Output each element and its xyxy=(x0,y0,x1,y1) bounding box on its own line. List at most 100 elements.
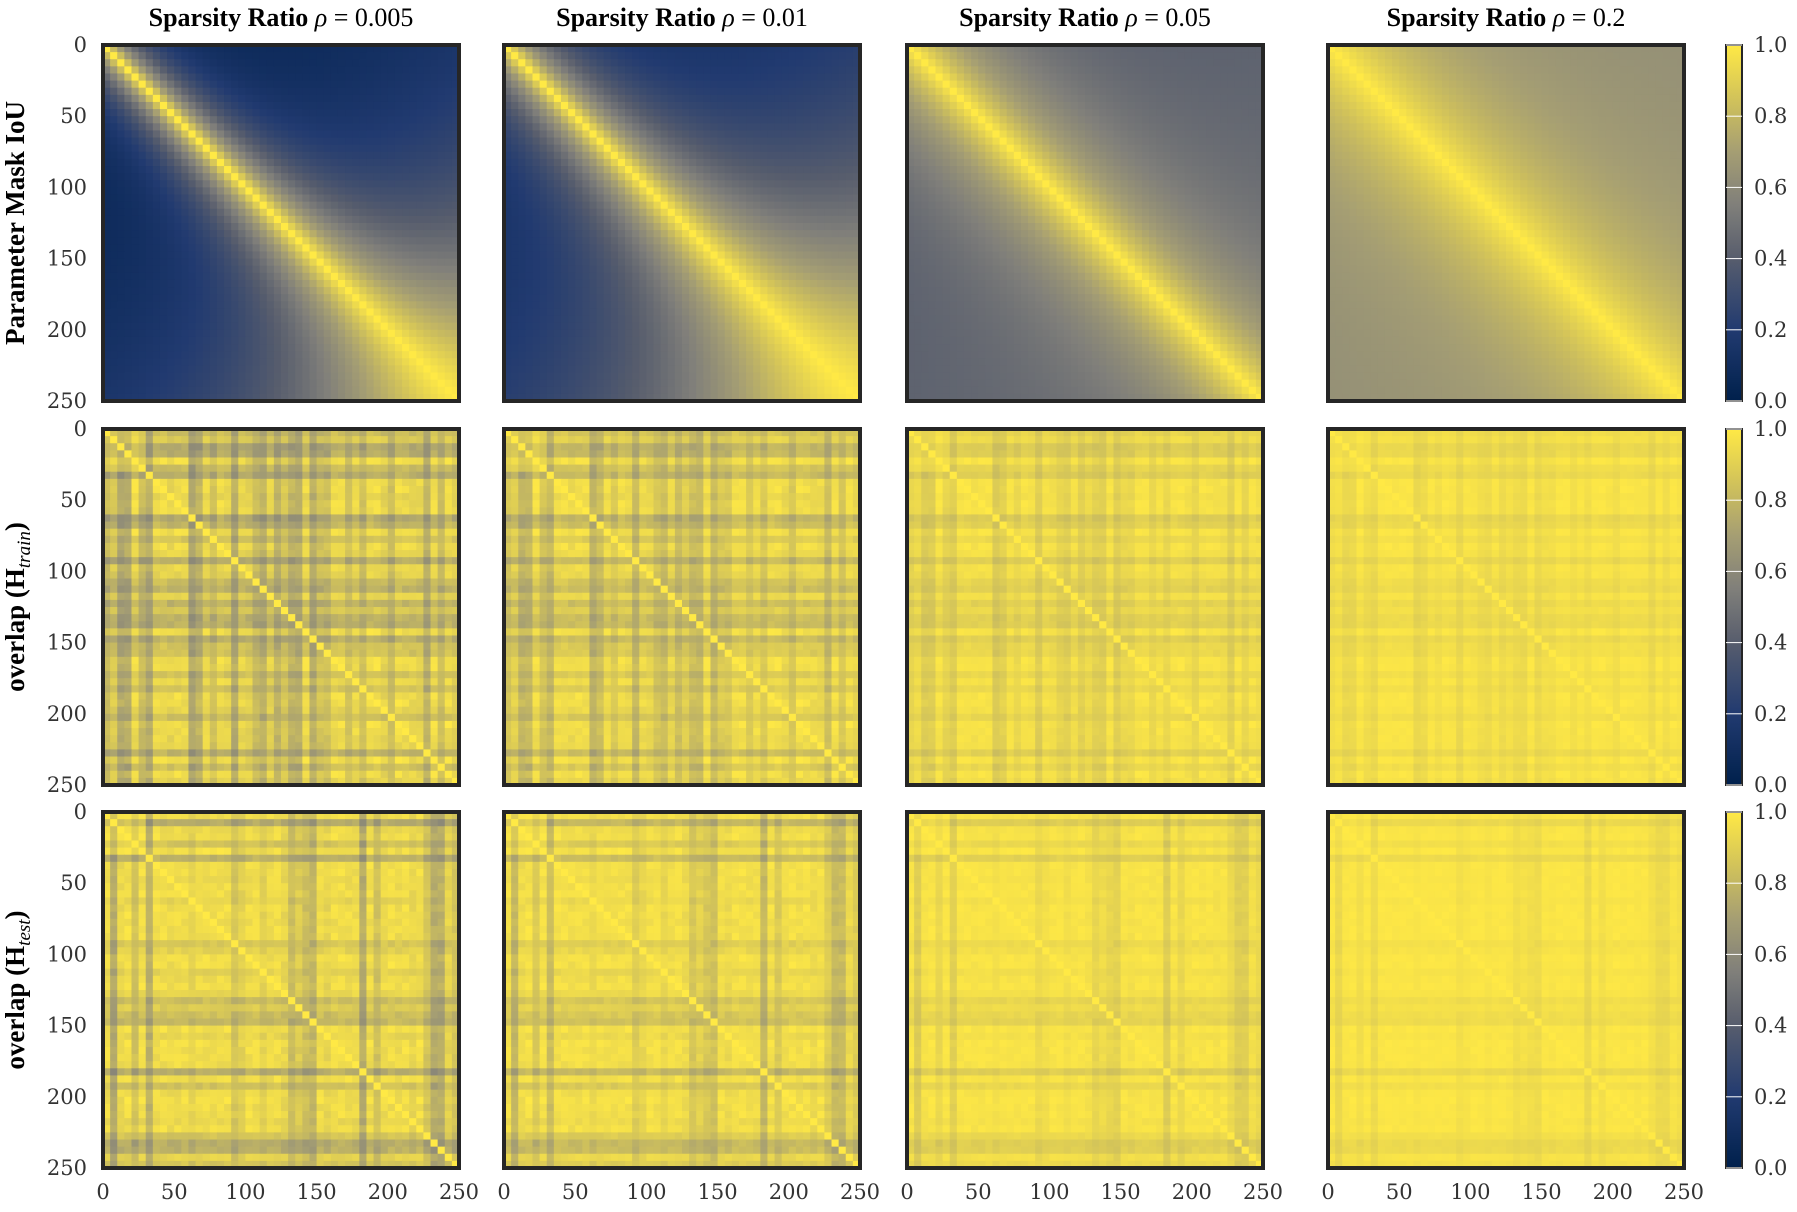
heatmap-cell xyxy=(260,323,268,331)
heatmap-cell xyxy=(746,244,754,252)
heatmap-cell xyxy=(682,330,690,338)
heatmap-cell xyxy=(547,73,555,81)
heatmap-cell xyxy=(253,287,261,295)
heatmap-cell xyxy=(810,251,818,259)
heatmap-cell xyxy=(388,123,396,131)
heatmap-cell xyxy=(518,373,526,381)
heatmap-cell xyxy=(668,380,676,388)
heatmap-cell xyxy=(589,202,597,210)
heatmap-cell xyxy=(561,308,569,316)
heatmap-cell xyxy=(210,66,218,74)
heatmap-cell xyxy=(525,216,533,224)
heatmap-cell xyxy=(409,373,417,381)
heatmap-cell xyxy=(260,152,268,160)
heatmap-cell xyxy=(661,244,669,252)
heatmap-cell xyxy=(547,102,555,110)
heatmap-cell xyxy=(625,138,633,146)
heatmap-cell xyxy=(632,230,640,238)
heatmap-cell xyxy=(224,273,232,281)
heatmap-cell xyxy=(604,66,612,74)
heatmap-cell xyxy=(832,316,840,324)
heatmap-cell xyxy=(438,59,446,67)
heatmap-cell xyxy=(753,244,761,252)
heatmap-cell xyxy=(540,273,548,281)
heatmap-cell xyxy=(139,259,147,267)
heatmap-cell xyxy=(181,294,189,302)
heatmap-cell xyxy=(725,187,733,195)
heatmap-cell xyxy=(803,152,811,160)
heatmap-cell xyxy=(554,273,562,281)
heatmap-cell xyxy=(661,109,669,117)
heatmap-cell xyxy=(196,251,204,259)
heatmap-cell xyxy=(238,130,246,138)
heatmap-cell xyxy=(540,223,548,231)
heatmap-cell xyxy=(817,287,825,295)
heatmap-cell xyxy=(703,195,711,203)
heatmap-cell xyxy=(338,387,346,395)
heatmap-cell xyxy=(789,116,797,124)
heatmap-cell xyxy=(696,244,704,252)
heatmap-cell xyxy=(775,244,783,252)
heatmap-cell xyxy=(124,230,132,238)
heatmap-cell xyxy=(274,244,282,252)
heatmap-cell xyxy=(618,116,626,124)
heatmap-cell xyxy=(518,351,526,359)
heatmap-cell xyxy=(131,351,139,359)
heatmap-cell xyxy=(782,287,790,295)
heatmap-cell xyxy=(732,109,740,117)
heatmap-cell xyxy=(796,166,804,174)
heatmap-cell xyxy=(839,273,847,281)
heatmap-cell xyxy=(803,52,811,60)
heatmap-cell xyxy=(381,259,389,267)
heatmap-cell xyxy=(203,273,211,281)
heatmap-cell xyxy=(625,166,633,174)
heatmap-cell xyxy=(139,266,147,274)
heatmap-cell xyxy=(696,365,704,373)
heatmap-cell xyxy=(625,159,633,167)
heatmap-cell xyxy=(416,230,424,238)
heatmap-cell xyxy=(167,387,175,395)
heatmap-cell xyxy=(532,159,540,167)
heatmap-cell xyxy=(338,209,346,217)
heatmap-cell xyxy=(381,195,389,203)
heatmap-cell xyxy=(803,116,811,124)
heatmap-cell xyxy=(253,373,261,381)
heatmap-cell xyxy=(331,187,339,195)
heatmap-cell xyxy=(423,330,431,338)
heatmap-cell xyxy=(540,52,548,60)
heatmap-cell xyxy=(824,202,832,210)
heatmap-cell xyxy=(846,173,854,181)
heatmap-cell xyxy=(395,287,403,295)
heatmap-cell xyxy=(181,187,189,195)
heatmap-cell xyxy=(409,358,417,366)
heatmap-cell xyxy=(253,323,261,331)
heatmap-cell xyxy=(611,351,619,359)
heatmap-cell xyxy=(611,173,619,181)
heatmap-cell xyxy=(746,81,754,89)
heatmap-cell xyxy=(295,166,303,174)
heatmap-cell xyxy=(547,365,555,373)
heatmap-cell xyxy=(810,173,818,181)
heatmap-cell xyxy=(732,316,740,324)
heatmap-cell xyxy=(267,237,275,245)
heatmap-cell xyxy=(803,216,811,224)
heatmap-cell xyxy=(366,202,374,210)
heatmap-cell xyxy=(832,209,840,217)
heatmap-cell xyxy=(703,365,711,373)
heatmap-cell xyxy=(675,180,683,188)
heatmap-cell xyxy=(753,358,761,366)
heatmap-cell xyxy=(146,95,154,103)
heatmap-cell xyxy=(416,323,424,331)
heatmap-cell xyxy=(188,337,196,345)
heatmap-cell xyxy=(732,52,740,60)
heatmap-cell xyxy=(518,223,526,231)
heatmap-cell xyxy=(124,173,132,181)
heatmap-cell xyxy=(789,351,797,359)
heatmap-cell xyxy=(260,244,268,252)
heatmap-cell xyxy=(231,244,239,252)
heatmap-cell xyxy=(753,152,761,160)
heatmap-cell xyxy=(803,387,811,395)
heatmap-cell xyxy=(288,130,296,138)
heatmap-cell xyxy=(817,145,825,153)
heatmap-cell xyxy=(281,266,289,274)
